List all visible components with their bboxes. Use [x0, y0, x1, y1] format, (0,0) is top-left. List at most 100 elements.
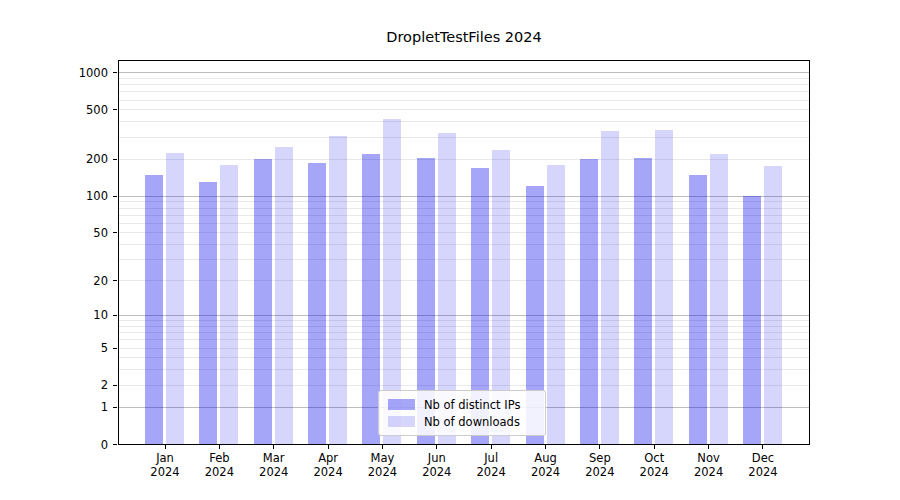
y-axis-tick-label: 1 — [30, 400, 108, 414]
x-axis-tick — [273, 445, 274, 449]
bar-distinct-ips-sep — [580, 159, 598, 444]
y-axis-tick — [113, 348, 117, 349]
x-axis-tick — [708, 445, 709, 449]
x-tick-year: 2024 — [681, 466, 737, 480]
bar-downloads-oct — [655, 130, 673, 445]
y-axis-tick — [113, 385, 117, 386]
x-axis-tick-label: May2024 — [354, 452, 410, 479]
x-tick-month: Sep — [572, 452, 628, 466]
x-tick-month: May — [354, 452, 410, 466]
x-tick-month: Jan — [137, 452, 193, 466]
x-tick-year: 2024 — [191, 466, 247, 480]
bar-downloads-mar — [275, 147, 293, 444]
y-axis-tick — [113, 444, 117, 445]
x-tick-year: 2024 — [354, 466, 410, 480]
y-axis-tick — [113, 196, 117, 197]
legend-entry-downloads: Nb of downloads — [388, 413, 536, 430]
major-gridline — [118, 72, 810, 73]
y-axis-tick — [113, 72, 117, 73]
x-axis-tick-label: Mar2024 — [246, 452, 302, 479]
x-axis-tick-label: Feb2024 — [191, 452, 247, 479]
bar-distinct-ips-oct — [634, 158, 652, 445]
bar-downloads-aug — [547, 165, 565, 445]
x-tick-month: Oct — [626, 452, 682, 466]
bar-downloads-feb — [220, 165, 238, 445]
x-tick-month: Apr — [300, 452, 356, 466]
bar-downloads-nov — [710, 154, 728, 444]
x-axis-tick-label: Sep2024 — [572, 452, 628, 479]
x-tick-month: Dec — [735, 452, 791, 466]
minor-gridline — [118, 91, 810, 92]
y-axis-tick-label: 50 — [30, 226, 108, 240]
legend-swatch-distinct-ips — [388, 399, 415, 410]
x-axis-tick-label: Aug2024 — [518, 452, 574, 479]
x-axis-tick — [382, 445, 383, 449]
x-axis-tick — [219, 445, 220, 449]
minor-gridline — [118, 84, 810, 85]
x-axis-tick — [654, 445, 655, 449]
legend-entry-distinct-ips: Nb of distinct IPs — [388, 396, 536, 413]
bar-distinct-ips-jan — [145, 175, 163, 445]
x-axis-tick — [762, 445, 763, 449]
x-tick-year: 2024 — [518, 466, 574, 480]
bar-distinct-ips-mar — [254, 159, 272, 444]
bar-downloads-sep — [601, 131, 619, 444]
minor-gridline — [118, 109, 810, 110]
minor-gridline — [118, 137, 810, 138]
y-axis-tick-label: 2 — [30, 378, 108, 392]
legend-label-downloads: Nb of downloads — [424, 415, 520, 429]
legend-label-distinct-ips: Nb of distinct IPs — [424, 398, 520, 412]
x-tick-month: Jun — [409, 452, 465, 466]
x-axis-tick-label: Jan2024 — [137, 452, 193, 479]
x-axis-tick — [599, 445, 600, 449]
x-tick-year: 2024 — [463, 466, 519, 480]
x-tick-month: Mar — [246, 452, 302, 466]
y-axis-tick — [113, 407, 117, 408]
x-axis-tick — [165, 445, 166, 449]
legend-swatch-downloads — [388, 416, 415, 427]
legend: Nb of distinct IPs Nb of downloads — [378, 390, 546, 436]
bar-downloads-dec — [764, 166, 782, 444]
y-axis-tick — [113, 315, 117, 316]
chart-title: DropletTestFiles 2024 — [118, 29, 810, 45]
x-axis-tick — [436, 445, 437, 449]
bar-distinct-ips-nov — [689, 175, 707, 444]
minor-gridline — [118, 100, 810, 101]
x-tick-month: Aug — [518, 452, 574, 466]
x-axis-tick-label: Dec2024 — [735, 452, 791, 479]
x-axis-tick-label: Apr2024 — [300, 452, 356, 479]
figure: DropletTestFiles 2024 012510205010020050… — [0, 0, 900, 500]
y-axis-tick-label: 5 — [30, 341, 108, 355]
y-axis-tick-label: 200 — [30, 152, 108, 166]
bar-distinct-ips-apr — [308, 163, 326, 444]
minor-gridline — [118, 78, 810, 79]
y-axis-tick-label: 1000 — [30, 66, 108, 80]
y-axis-tick-label: 0 — [30, 438, 108, 452]
y-axis-tick — [113, 109, 117, 110]
bar-distinct-ips-dec — [743, 196, 761, 444]
x-tick-year: 2024 — [246, 466, 302, 480]
x-axis-tick — [545, 445, 546, 449]
x-axis-tick-label: Nov2024 — [681, 452, 737, 479]
y-axis-tick-label: 500 — [30, 103, 108, 117]
y-axis-tick — [113, 159, 117, 160]
x-tick-month: Feb — [191, 452, 247, 466]
x-tick-month: Nov — [681, 452, 737, 466]
x-tick-year: 2024 — [735, 466, 791, 480]
minor-gridline — [118, 159, 810, 160]
bar-downloads-apr — [329, 136, 347, 445]
x-axis-tick-label: Jul2024 — [463, 452, 519, 479]
x-axis-tick-label: Oct2024 — [626, 452, 682, 479]
bar-distinct-ips-feb — [199, 182, 217, 444]
x-axis-tick — [491, 445, 492, 449]
x-axis-tick-label: Jun2024 — [409, 452, 465, 479]
x-tick-year: 2024 — [300, 466, 356, 480]
y-axis-tick-label: 100 — [30, 189, 108, 203]
y-axis-tick-label: 20 — [30, 274, 108, 288]
x-tick-year: 2024 — [572, 466, 628, 480]
x-axis-tick — [328, 445, 329, 449]
x-tick-year: 2024 — [409, 466, 465, 480]
bar-downloads-jan — [166, 153, 184, 445]
minor-gridline — [118, 121, 810, 122]
x-tick-year: 2024 — [137, 466, 193, 480]
